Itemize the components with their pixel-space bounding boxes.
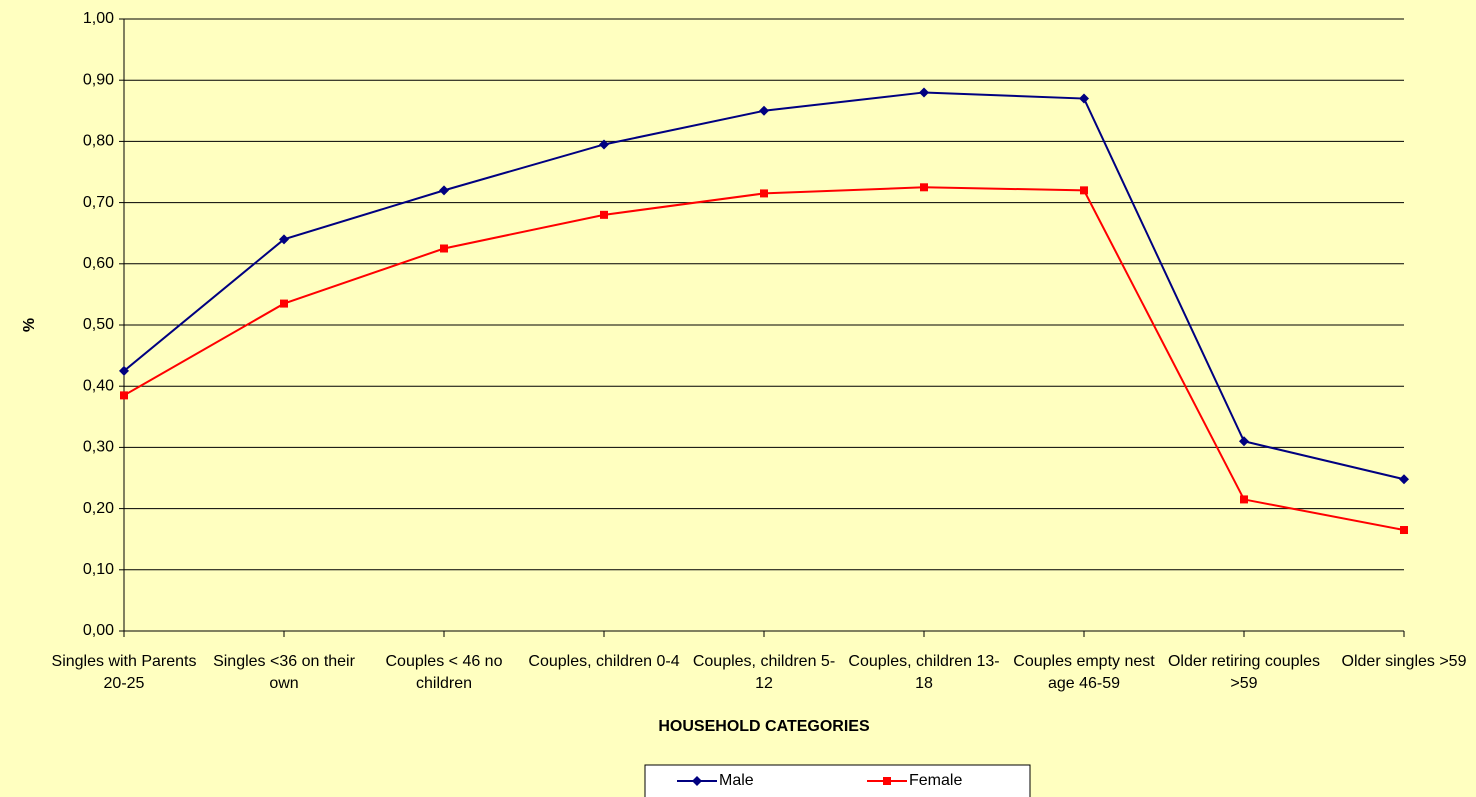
- x-tick-label: Couples, children 13-18: [848, 653, 1000, 692]
- marker: [1239, 436, 1249, 447]
- legend-label: Male: [719, 772, 754, 789]
- x-tick-label: Couples empty nest age 46-59: [1013, 653, 1155, 692]
- marker: [1079, 93, 1089, 104]
- marker: [692, 776, 702, 786]
- marker: [1400, 526, 1408, 535]
- x-tick-label: Older singles >59: [1341, 653, 1467, 670]
- marker: [919, 87, 929, 98]
- y-tick-label: 0,90: [83, 71, 114, 88]
- y-tick-label: 0,50: [83, 316, 114, 333]
- x-tick-label: Couples, children 0-4: [528, 653, 680, 670]
- marker: [600, 210, 608, 219]
- marker: [119, 365, 129, 376]
- marker: [440, 244, 448, 253]
- marker: [280, 299, 288, 308]
- x-axis-title: HOUSEHOLD CATEGORIES: [658, 718, 870, 735]
- y-tick-label: 0,40: [83, 377, 114, 394]
- marker: [1080, 186, 1088, 195]
- x-tick-label: Older retiring couples >59: [1167, 653, 1321, 692]
- x-tick-label: Couples < 46 no children: [385, 653, 503, 692]
- y-tick-label: 0,30: [83, 439, 114, 456]
- marker: [759, 105, 769, 116]
- y-tick-label: 0,20: [83, 500, 114, 517]
- series-line: [123, 186, 1405, 532]
- y-tick-label: 0,00: [83, 622, 114, 639]
- marker: [439, 185, 449, 196]
- marker: [883, 777, 891, 785]
- x-tick-label: Singles with Parents 20-25: [51, 653, 197, 692]
- y-tick-label: 0,10: [83, 561, 114, 578]
- legend-label: Female: [909, 772, 962, 789]
- series-line: [123, 91, 1405, 481]
- x-tick-label: Couples, children 5-12: [692, 653, 836, 692]
- marker: [920, 183, 928, 192]
- marker: [760, 189, 768, 198]
- marker: [599, 139, 609, 150]
- y-axis-title: %: [21, 318, 38, 332]
- y-tick-label: 1,00: [83, 10, 114, 27]
- marker: [120, 391, 128, 400]
- y-tick-label: 0,80: [83, 133, 114, 150]
- x-tick-label: Singles <36 on their own: [213, 653, 355, 692]
- y-tick-label: 0,60: [83, 255, 114, 272]
- marker: [1399, 474, 1409, 485]
- marker: [1240, 495, 1248, 504]
- marker: [279, 234, 289, 245]
- y-tick-label: 0,70: [83, 194, 114, 211]
